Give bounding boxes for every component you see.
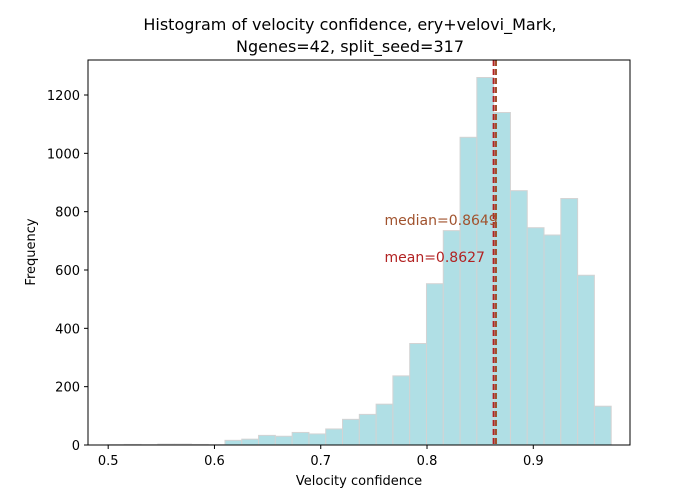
- chart-title-line-2: Ngenes=42, split_seed=317: [235, 37, 464, 56]
- y-tick-label: 200: [55, 381, 80, 396]
- histogram-bar: [375, 403, 394, 446]
- histogram-bar: [358, 413, 377, 446]
- mean-annotation: mean=0.8627: [385, 250, 485, 266]
- median-annotation: median=0.8649: [385, 213, 498, 229]
- histogram-bar: [308, 433, 327, 446]
- histogram-bar: [526, 227, 545, 446]
- annotations: median=0.8649 mean=0.8627: [385, 213, 498, 266]
- histogram-bar: [459, 136, 478, 446]
- histogram-bar: [509, 190, 528, 446]
- x-axis-label: Velocity confidence: [296, 474, 422, 489]
- x-tick-label: 0.7: [310, 454, 331, 469]
- histogram-bar: [342, 418, 360, 446]
- histogram-bar: [543, 234, 562, 446]
- y-tick-label: 1200: [47, 89, 80, 104]
- y-tick-label: 0: [72, 439, 80, 454]
- y-tick-label: 400: [55, 322, 80, 337]
- histogram-bar: [325, 428, 344, 446]
- plot-area-frame: [87, 59, 631, 446]
- y-tick-label: 800: [55, 206, 80, 221]
- histogram-bar: [425, 283, 444, 446]
- y-axis: 0 200 400 600 800 1000 1200: [47, 89, 88, 454]
- y-tick-label: 1000: [47, 147, 80, 162]
- histogram-bar: [577, 274, 595, 446]
- histogram-bar: [593, 405, 612, 446]
- histogram-bar: [224, 439, 243, 446]
- histogram-bar: [409, 343, 427, 446]
- histogram-bar: [560, 198, 579, 446]
- x-tick-label: 0.5: [98, 454, 119, 469]
- histogram-bar: [258, 434, 276, 446]
- chart-title-line-1: Histogram of velocity confidence, ery+ve…: [143, 15, 557, 34]
- histogram-bars: [106, 77, 612, 446]
- x-axis: 0.5 0.6 0.7 0.8 0.9: [98, 445, 544, 469]
- y-axis-label: Frequency: [24, 218, 39, 285]
- x-tick-label: 0.8: [417, 454, 438, 469]
- x-tick-label: 0.9: [523, 454, 544, 469]
- reference-lines: [492, 60, 497, 445]
- y-tick-label: 600: [55, 264, 80, 279]
- histogram-bar: [291, 431, 310, 446]
- x-tick-label: 0.6: [204, 454, 225, 469]
- histogram-bar: [274, 435, 293, 446]
- histogram-bar: [392, 375, 411, 446]
- histogram-bar: [241, 438, 260, 446]
